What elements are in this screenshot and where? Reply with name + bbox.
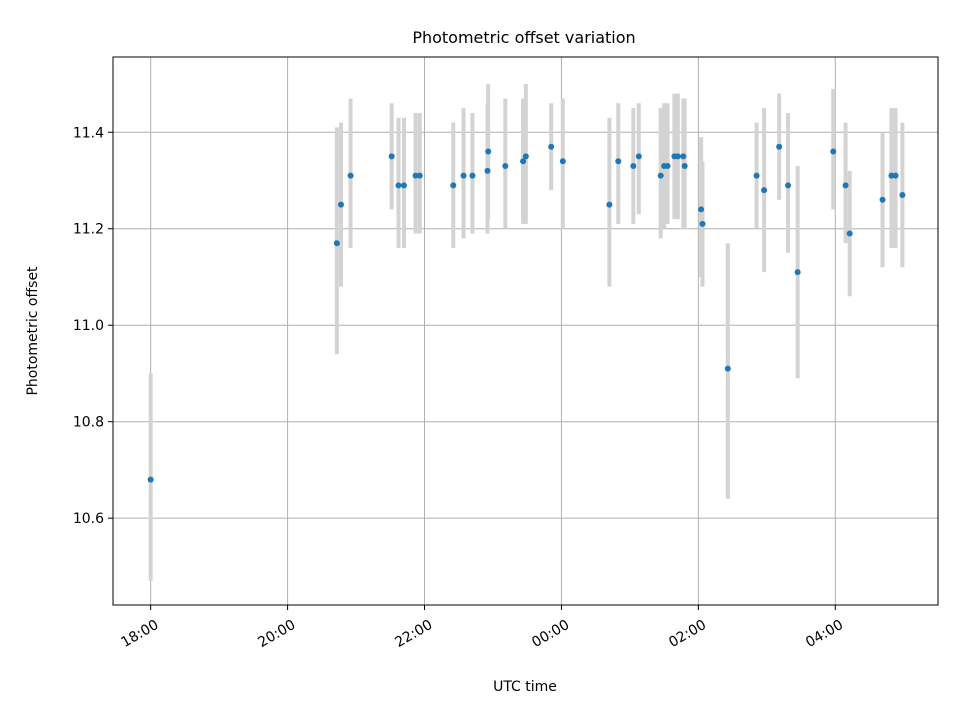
data-point (559, 158, 566, 165)
data-point (681, 163, 688, 170)
data-point (635, 153, 642, 160)
y-axis-ticks: 10.6 10.8 11.0 11.2 11.4 (73, 125, 113, 527)
data-point (879, 196, 886, 203)
y-tick-label: 11.0 (73, 318, 104, 334)
data-point (347, 172, 354, 179)
data-point (388, 153, 395, 160)
data-point (664, 163, 671, 170)
y-axis-label: Photometric offset (25, 266, 41, 396)
data-point (400, 182, 407, 189)
y-tick-label: 11.4 (73, 125, 104, 141)
data-point (761, 187, 768, 194)
data-point (753, 172, 760, 179)
x-tick-label: 02:00 (666, 617, 709, 651)
y-tick-label: 10.8 (73, 415, 104, 431)
data-point (412, 172, 419, 179)
data-point (395, 182, 402, 189)
data-point (674, 153, 681, 160)
x-tick-label: 20:00 (255, 617, 298, 651)
data-point (520, 158, 527, 165)
x-tick-label: 22:00 (392, 617, 435, 651)
data-point (630, 163, 637, 170)
data-point (615, 158, 622, 165)
chart-title: Photometric offset variation (412, 28, 635, 47)
plot-area-frame (112, 56, 939, 606)
data-point (606, 201, 613, 208)
data-point (785, 182, 792, 189)
data-point (899, 191, 906, 198)
data-point (842, 182, 849, 189)
data-point (416, 172, 423, 179)
data-point (548, 143, 555, 150)
grid (113, 57, 938, 605)
x-axis-label: UTC time (493, 679, 557, 695)
data-point (846, 230, 853, 237)
data-point (337, 201, 344, 208)
data-point (657, 172, 664, 179)
data-point (522, 153, 529, 160)
data-point (502, 163, 509, 170)
data-point (724, 365, 731, 372)
x-tick-label: 00:00 (529, 617, 572, 651)
data-point (699, 220, 706, 227)
y-tick-label: 11.2 (73, 222, 104, 238)
data-point (460, 172, 467, 179)
x-tick-label: 18:00 (119, 617, 162, 651)
data-point (147, 476, 154, 483)
x-tick-label: 04:00 (803, 617, 846, 651)
data-point (698, 206, 705, 213)
data-point (484, 167, 491, 174)
data-point (794, 269, 801, 276)
data-point (892, 172, 899, 179)
data-point (485, 148, 492, 155)
data-point (469, 172, 476, 179)
data-points (147, 143, 906, 483)
y-tick-label: 10.6 (73, 511, 104, 527)
data-point (333, 240, 340, 247)
data-point (450, 182, 457, 189)
data-point (830, 148, 837, 155)
data-point (680, 153, 687, 160)
data-point (888, 172, 895, 179)
x-axis-ticks: 18:00 20:00 22:00 00:00 02:00 04:00 (119, 605, 846, 651)
data-point (776, 143, 783, 150)
